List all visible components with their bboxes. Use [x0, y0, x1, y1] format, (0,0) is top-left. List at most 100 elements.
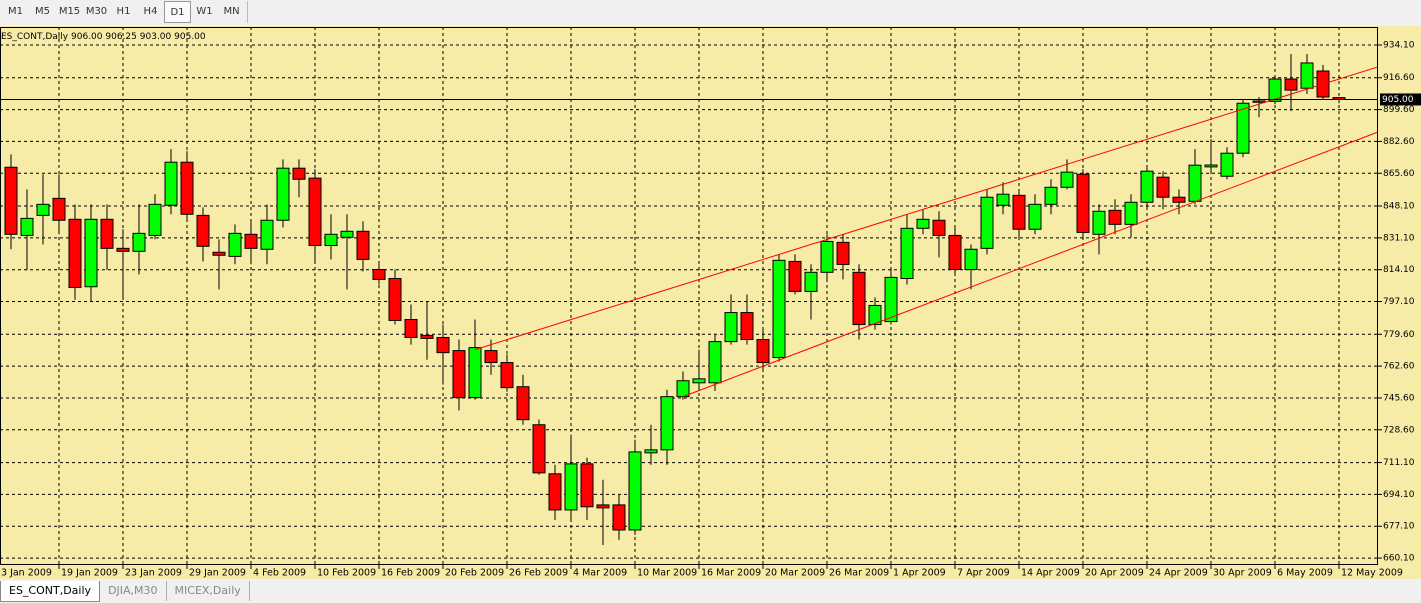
candle-body: [244, 233, 258, 249]
candle-body: [644, 449, 658, 454]
x-tick-label: 24 Apr 2009: [1149, 568, 1208, 579]
candle-body: [788, 260, 802, 292]
timeframe-button[interactable]: D1: [164, 1, 191, 23]
candle-body: [308, 177, 322, 247]
candle-body: [20, 217, 34, 236]
candle-body: [500, 362, 514, 389]
x-tick-label: 6 May 2009: [1277, 568, 1333, 579]
candle-body: [724, 312, 738, 343]
x-tick-label: 30 Apr 2009: [1213, 568, 1272, 579]
y-tick-label: 694.10: [1383, 490, 1415, 500]
candle-body: [916, 218, 930, 229]
chart-tab[interactable]: MICEX,Daily: [167, 581, 250, 601]
candle-body: [4, 166, 18, 235]
x-tick-label: 20 Apr 2009: [1085, 568, 1144, 579]
header-open: 906.00: [71, 32, 103, 42]
y-tick-label: 814.10: [1383, 265, 1415, 275]
x-tick-label: 4 Feb 2009: [253, 568, 306, 579]
candle-body: [1124, 201, 1138, 225]
y-tick-label: 677.10: [1383, 522, 1415, 532]
candle-body: [804, 271, 818, 292]
chart-tab[interactable]: DJIA,M30: [100, 581, 167, 601]
timeframe-button[interactable]: M1: [8, 6, 23, 17]
y-tick-label: 831.10: [1383, 233, 1415, 243]
x-tick-label: 26 Feb 2009: [509, 568, 568, 579]
candle-body: [884, 276, 898, 323]
candle-body: [1012, 194, 1026, 230]
candle-body: [164, 161, 178, 206]
candle-body: [452, 350, 466, 399]
candle-body: [372, 269, 386, 280]
candle-body: [420, 334, 434, 339]
x-tick-label: 20 Mar 2009: [765, 568, 825, 579]
candle-body: [900, 227, 914, 279]
candle-body: [1236, 102, 1250, 154]
current-price-box: [1380, 93, 1421, 106]
candle-body: [1156, 176, 1170, 198]
candle-body: [132, 232, 146, 252]
candle-body: [484, 350, 498, 364]
candle-body: [564, 463, 578, 511]
timeframe-button[interactable]: M15: [58, 6, 81, 17]
candle-body: [148, 203, 162, 236]
timeframe-button[interactable]: M30: [85, 6, 108, 17]
candle-body: [948, 234, 962, 271]
candle-body: [228, 232, 242, 257]
x-tick-label: 16 Feb 2009: [381, 568, 440, 579]
candle-body: [36, 203, 50, 216]
candle-body: [468, 347, 482, 399]
candle-body: [340, 230, 354, 238]
candle-body: [1076, 173, 1090, 233]
chart-tab[interactable]: ES_CONT,Daily: [0, 581, 101, 602]
y-tick-label: 848.10: [1383, 202, 1415, 212]
x-tick-label: 10 Mar 2009: [637, 568, 697, 579]
x-tick-label: 20 Feb 2009: [445, 568, 504, 579]
candle-body: [1028, 203, 1042, 230]
timeframe-button[interactable]: MN: [223, 6, 240, 17]
candle-body: [100, 218, 114, 249]
trend-line: [474, 66, 1378, 351]
candle-body: [180, 161, 194, 215]
candle-body: [964, 248, 978, 271]
candle-body: [980, 196, 994, 249]
timeframe-button[interactable]: H4: [143, 6, 158, 17]
candle-body: [52, 197, 66, 221]
y-tick-label: 779.60: [1383, 330, 1415, 340]
y-tick-label: 882.60: [1383, 137, 1415, 147]
candle-body: [1108, 209, 1122, 225]
candle-body: [260, 219, 274, 250]
x-tick-label: 4 Mar 2009: [573, 568, 627, 579]
y-tick-label: 762.60: [1383, 362, 1415, 372]
x-tick-label: 16 Mar 2009: [701, 568, 761, 579]
candle-body: [212, 251, 226, 256]
candle-body: [68, 218, 82, 288]
timeframe-button[interactable]: H1: [116, 6, 131, 17]
timeframe-button[interactable]: M5: [35, 6, 50, 17]
y-tick-label: 728.60: [1383, 425, 1415, 435]
x-tick-label: 7 Apr 2009: [957, 568, 1010, 579]
timeframe-button[interactable]: W1: [196, 6, 213, 17]
candle-body: [292, 167, 306, 180]
plot-area: [0, 27, 1378, 565]
x-tick-label: 23 Jan 2009: [125, 568, 182, 579]
candle-body: [932, 219, 946, 236]
candle-body: [436, 336, 450, 354]
header-low: 903.00: [140, 32, 172, 42]
candle-body: [580, 463, 594, 508]
candle-body: [1268, 78, 1282, 102]
candle-body: [756, 339, 770, 364]
candle-body: [772, 259, 786, 359]
candle-body: [1300, 62, 1314, 89]
candle-body: [1284, 78, 1298, 91]
candle-body: [388, 277, 402, 321]
chart-background: [0, 26, 1421, 579]
candle-body: [660, 396, 674, 451]
y-tick-label: 797.10: [1383, 297, 1415, 307]
candle-body: [1188, 164, 1202, 202]
candle-body: [532, 424, 546, 474]
y-tick-label: 934.10: [1383, 40, 1415, 50]
candle-body: [836, 241, 850, 265]
candle-body: [740, 312, 754, 341]
y-tick-label: 745.60: [1383, 393, 1415, 403]
